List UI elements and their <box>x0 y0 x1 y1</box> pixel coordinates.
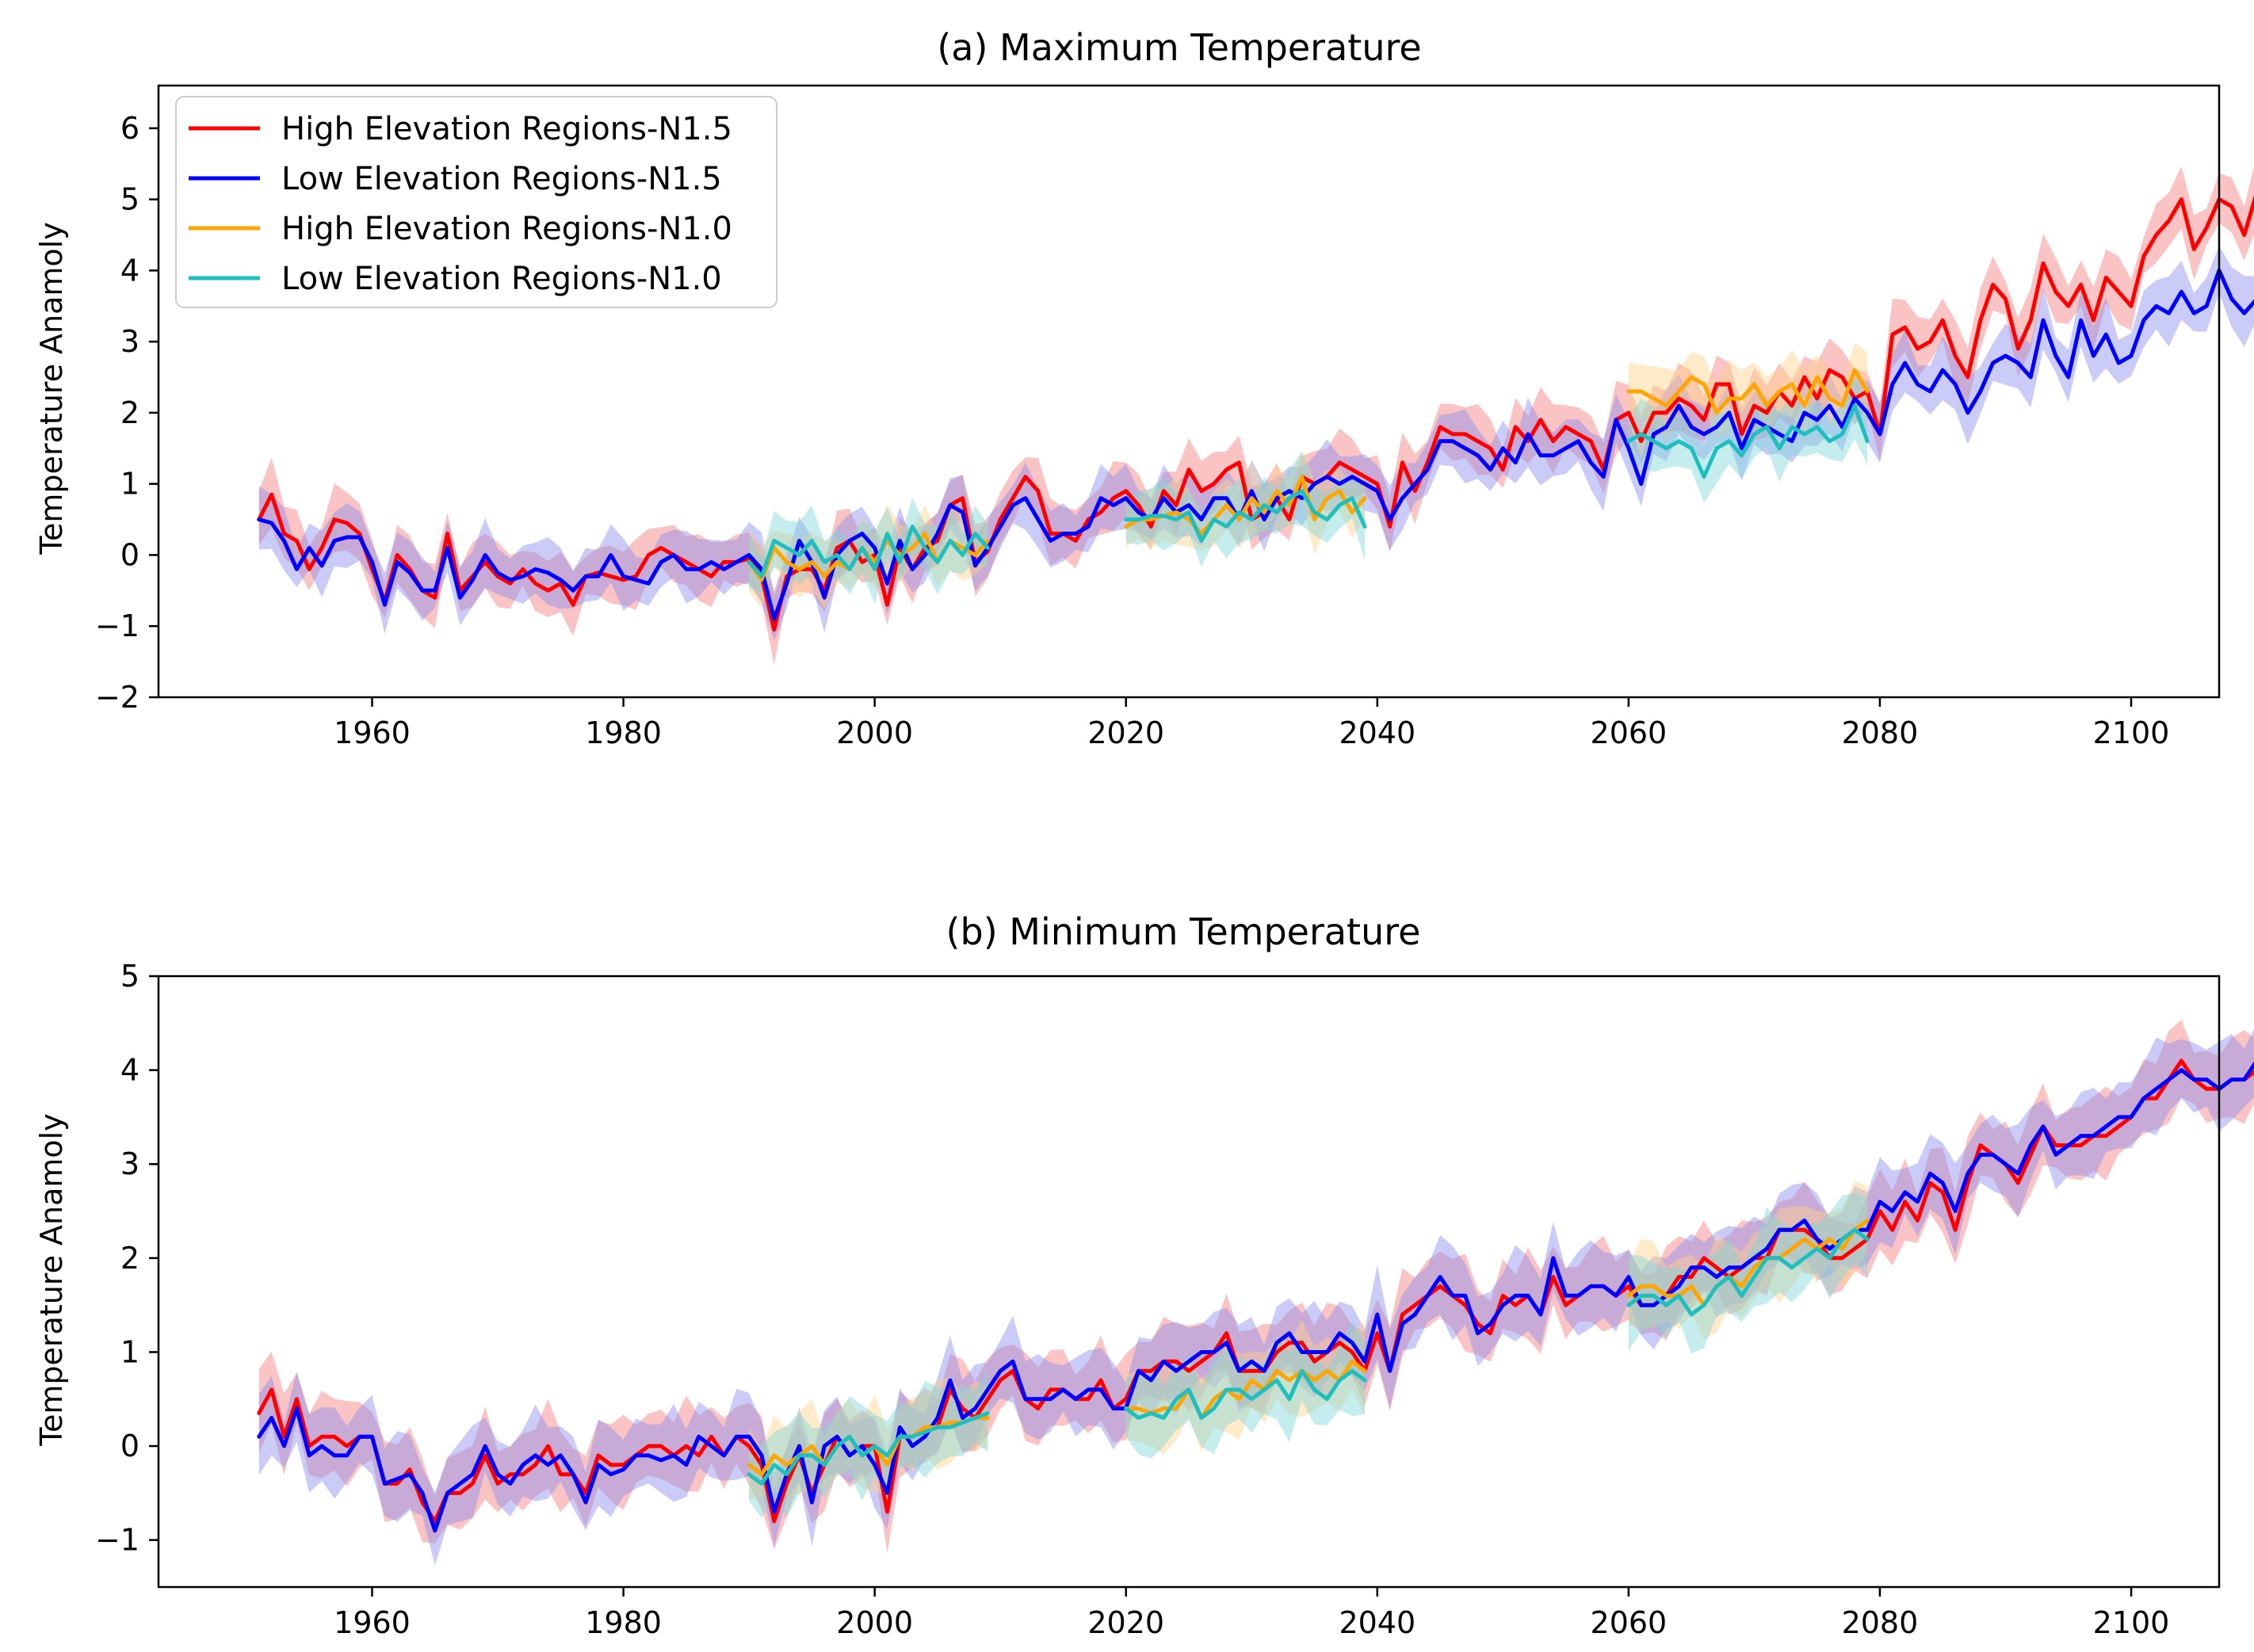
legend-label-high-n10: High Elevation Regions-N1.0 <box>281 211 732 247</box>
legend-entry-high-n10: High Elevation Regions-N1.0 <box>189 211 732 247</box>
x-tick-label-2100-0: 2100 <box>2093 715 2170 750</box>
legend-label-low-n10: Low Elevation Regions-N1.0 <box>281 261 722 297</box>
chart-title-min: (b) Minimum Temperature <box>946 910 1421 953</box>
x-tick-label-2000-1: 2000 <box>836 1605 913 1640</box>
series-line-low-elevation-regions-n1-0-1-seg1 <box>1124 1368 1367 1420</box>
band-low-elevation-regions-n1-0-0-seg0 <box>749 498 988 605</box>
x-tick-label-2100-1: 2100 <box>2093 1605 2170 1640</box>
x-tick-label-1980-0: 1980 <box>585 715 662 750</box>
x-tick-label-2020-0: 2020 <box>1087 715 1164 750</box>
legend: High Elevation Regions-N1.5 Low Elevatio… <box>175 96 777 308</box>
legend-label-high-n15: High Elevation Regions-N1.5 <box>281 111 732 147</box>
panel-min-temperature: (b) Minimum Temperature Temperature Anam… <box>34 910 2254 1640</box>
panel-max-temperature: (a) Maximum Temperature Temperature Anam… <box>34 26 2254 750</box>
x-tick-label-1960-0: 1960 <box>334 715 411 750</box>
y-tick-label-8-0: 6 <box>120 111 139 146</box>
y-tick-label-3-1: 2 <box>120 1241 139 1276</box>
x-tick-label-2000-0: 2000 <box>836 715 913 750</box>
y-tick-label-4-1: 3 <box>120 1146 139 1181</box>
x-tick-label-1960-1: 1960 <box>334 1605 411 1640</box>
lines-min <box>257 1059 2254 1533</box>
series-line-high-elevation-regions-n1-0-1-seg1 <box>1124 1359 1367 1420</box>
band-high-elevation-regions-n1-0-1-seg0 <box>749 1377 988 1499</box>
axes-frame-1 <box>157 975 2221 1589</box>
series-line-low-elevation-regions-n1-0-0-seg1 <box>1124 489 1367 543</box>
band-low-elevation-regions-n1-5-1-seg0 <box>258 1028 2254 1566</box>
series-line-low-elevation-regions-n1-5-0-seg0 <box>257 268 2254 621</box>
legend-entry-low-n15: Low Elevation Regions-N1.5 <box>189 161 722 197</box>
y-tick-label-4-0: 2 <box>120 395 139 430</box>
x-tick-label-2040-0: 2040 <box>1339 715 1415 750</box>
axes-max: 1960 1980 2000 2020 2040 2060 2080 2100 −2 −1 0 1 2 3… <box>95 84 2221 750</box>
legend-label-low-n15: Low Elevation Regions-N1.5 <box>281 161 722 197</box>
y-tick-label-2-0: 0 <box>120 537 139 572</box>
x-tick-label-2060-1: 2060 <box>1591 1605 1668 1640</box>
axes-min: 1960 1980 2000 2020 2040 2060 2080 2100 −1 0 1 2 3 4 5 <box>95 959 2221 1640</box>
x-tick-label-2060-0: 2060 <box>1591 715 1668 750</box>
y-tick-label-6-0: 4 <box>120 253 139 288</box>
legend-entry-high-n15: High Elevation Regions-N1.5 <box>189 111 732 147</box>
series-line-low-elevation-regions-n1-0-0-seg2 <box>1626 403 1870 479</box>
x-tick-label-2080-0: 2080 <box>1842 715 1919 750</box>
y-tick-label-6-1: 5 <box>120 959 139 994</box>
band-high-elevation-regions-n1-5-1-seg0 <box>258 1020 2254 1554</box>
x-tick-label-2080-1: 2080 <box>1842 1605 1919 1640</box>
series-line-low-elevation-regions-n1-0-1-seg2 <box>1626 1227 1870 1317</box>
series-line-low-elevation-regions-n1-5-1-seg0 <box>257 1061 2254 1533</box>
axes-frame-0 <box>157 84 2221 699</box>
lines-max <box>257 195 2254 632</box>
series-line-low-elevation-regions-n1-0-0-seg0 <box>747 525 990 578</box>
x-tick-label-1980-1: 1980 <box>585 1605 662 1640</box>
legend-box <box>175 96 777 308</box>
legend-entry-low-n10: Low Elevation Regions-N1.0 <box>189 261 722 297</box>
y-tick-label-5-0: 3 <box>120 324 139 359</box>
y-tick-label-5-1: 4 <box>120 1053 139 1088</box>
x-tick-label-2040-1: 2040 <box>1339 1605 1415 1640</box>
chart-title-max: (a) Maximum Temperature <box>937 26 1421 69</box>
y-tick-label-0-1: −1 <box>95 1523 139 1558</box>
y-tick-label-2-1: 1 <box>120 1334 139 1369</box>
y-axis-label-min: Temperature Anamoly <box>34 1113 69 1446</box>
y-tick-label-7-0: 5 <box>120 182 139 217</box>
series-line-high-elevation-regions-n1-0-0-seg2 <box>1626 368 1870 415</box>
series-line-low-elevation-regions-n1-0-1-seg0 <box>747 1411 990 1486</box>
x-tick-label-2020-1: 2020 <box>1087 1605 1164 1640</box>
band-high-elevation-regions-n1-5-0-seg0 <box>258 166 2254 665</box>
y-tick-label-0-0: −2 <box>95 680 139 715</box>
band-low-elevation-regions-n1-5-0-seg0 <box>258 245 2254 641</box>
y-tick-label-3-0: 1 <box>120 467 139 502</box>
series-line-high-elevation-regions-n1-0-1-seg2 <box>1626 1218 1870 1307</box>
y-tick-label-1-1: 0 <box>120 1429 139 1463</box>
y-tick-label-1-0: −1 <box>95 609 139 643</box>
y-axis-label-max: Temperature Anamoly <box>34 222 69 555</box>
